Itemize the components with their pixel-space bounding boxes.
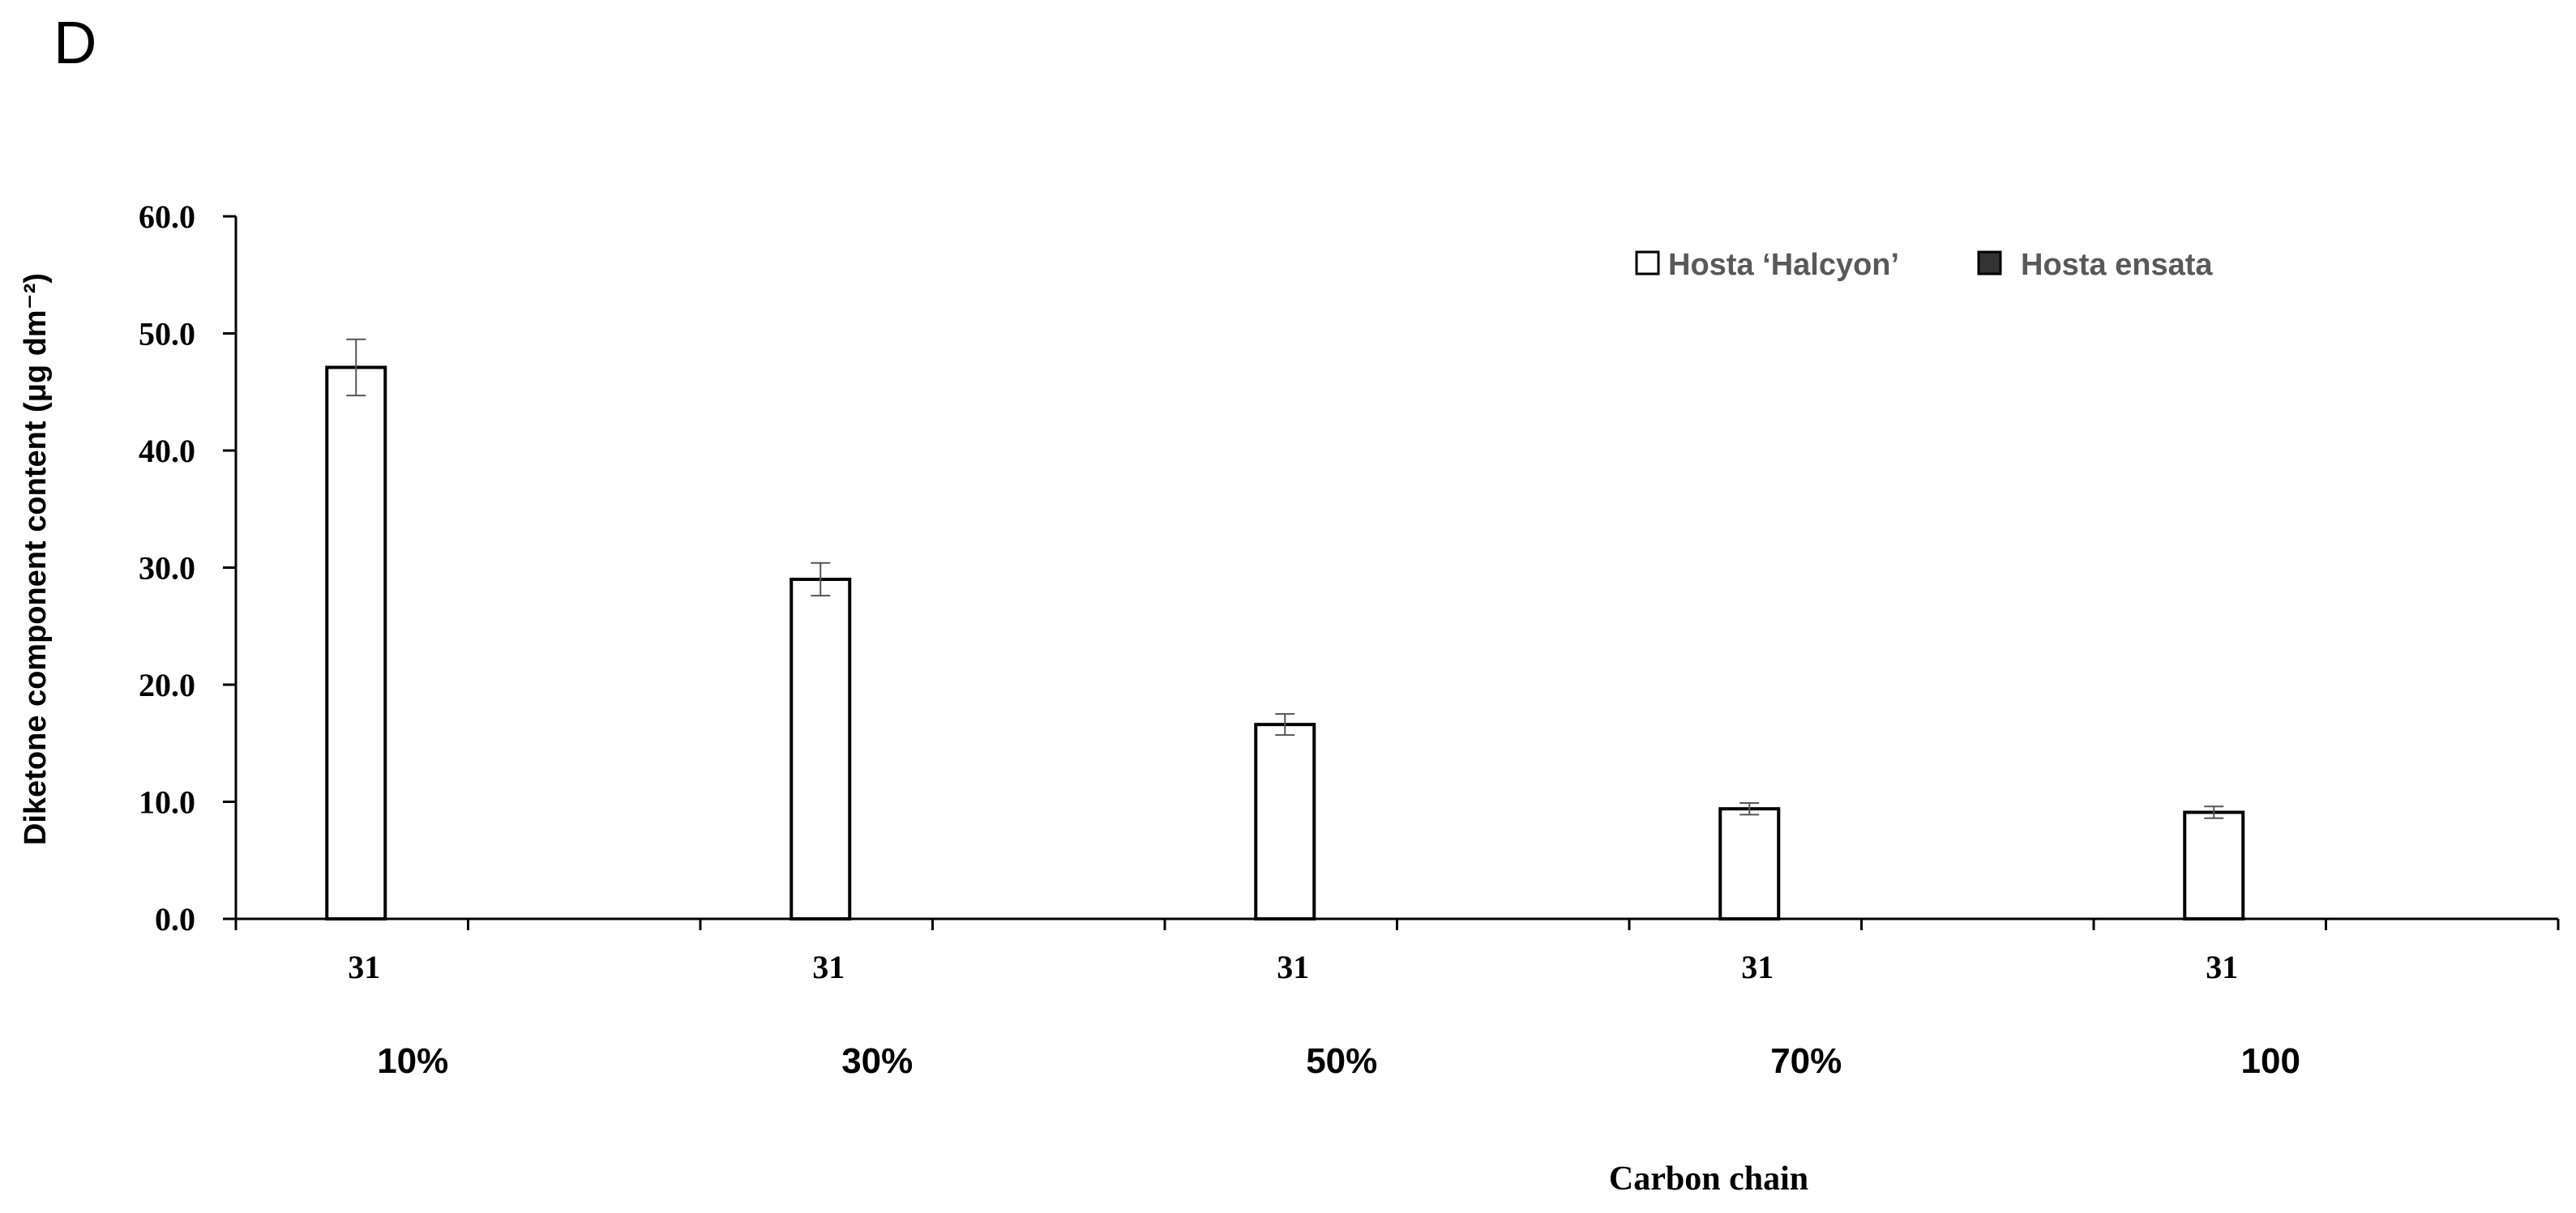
bar-halcyon — [2183, 810, 2245, 920]
panel-label: D — [53, 9, 96, 76]
bar-halcyon — [789, 577, 852, 920]
bars — [325, 338, 2245, 920]
y-tick-label: 60.0 — [139, 199, 195, 235]
bar-halcyon — [325, 365, 387, 920]
y-tick-label: 30.0 — [139, 550, 195, 587]
legend-swatch-ensata — [1977, 250, 2002, 275]
group-label: 70% — [1770, 1041, 1842, 1081]
y-axis-title: Diketone component content (μg dm⁻²) — [19, 273, 53, 845]
category-label: 31 — [1277, 949, 1309, 985]
bar-halcyon — [1718, 807, 1781, 920]
legend-label-halcyon: Hosta ‘Halcyon’ — [1668, 248, 1899, 282]
category-label: 31 — [2206, 949, 2238, 985]
group-label: 30% — [841, 1041, 913, 1081]
axes — [223, 215, 2560, 930]
legend-swatch-halcyon — [1635, 250, 1660, 275]
group-label: 50% — [1306, 1041, 1377, 1081]
category-label: 31 — [1741, 949, 1774, 985]
y-tick-label: 20.0 — [139, 667, 195, 703]
x-tick-labels: 31 10% 31 30% 31 50% 31 70% 31 100 — [348, 949, 2300, 1081]
category-label: 31 — [812, 949, 845, 985]
legend: Hosta ‘Halcyon’ Hosta ensata — [1635, 248, 2213, 282]
y-tick-labels: 0.0 10.0 20.0 30.0 40.0 50.0 60.0 — [139, 199, 195, 938]
group-label: 10% — [377, 1041, 448, 1081]
x-axis-title: Carbon chain — [1609, 1160, 1808, 1198]
category-label: 31 — [348, 949, 380, 985]
bar-halcyon — [1254, 723, 1316, 920]
y-tick-label: 50.0 — [139, 316, 195, 352]
y-tick-label: 0.0 — [155, 901, 195, 938]
y-tick-label: 10.0 — [139, 784, 195, 821]
y-tick-label: 40.0 — [139, 433, 195, 469]
group-label: 100 — [2241, 1041, 2300, 1081]
legend-label-ensata: Hosta ensata — [2021, 248, 2213, 282]
